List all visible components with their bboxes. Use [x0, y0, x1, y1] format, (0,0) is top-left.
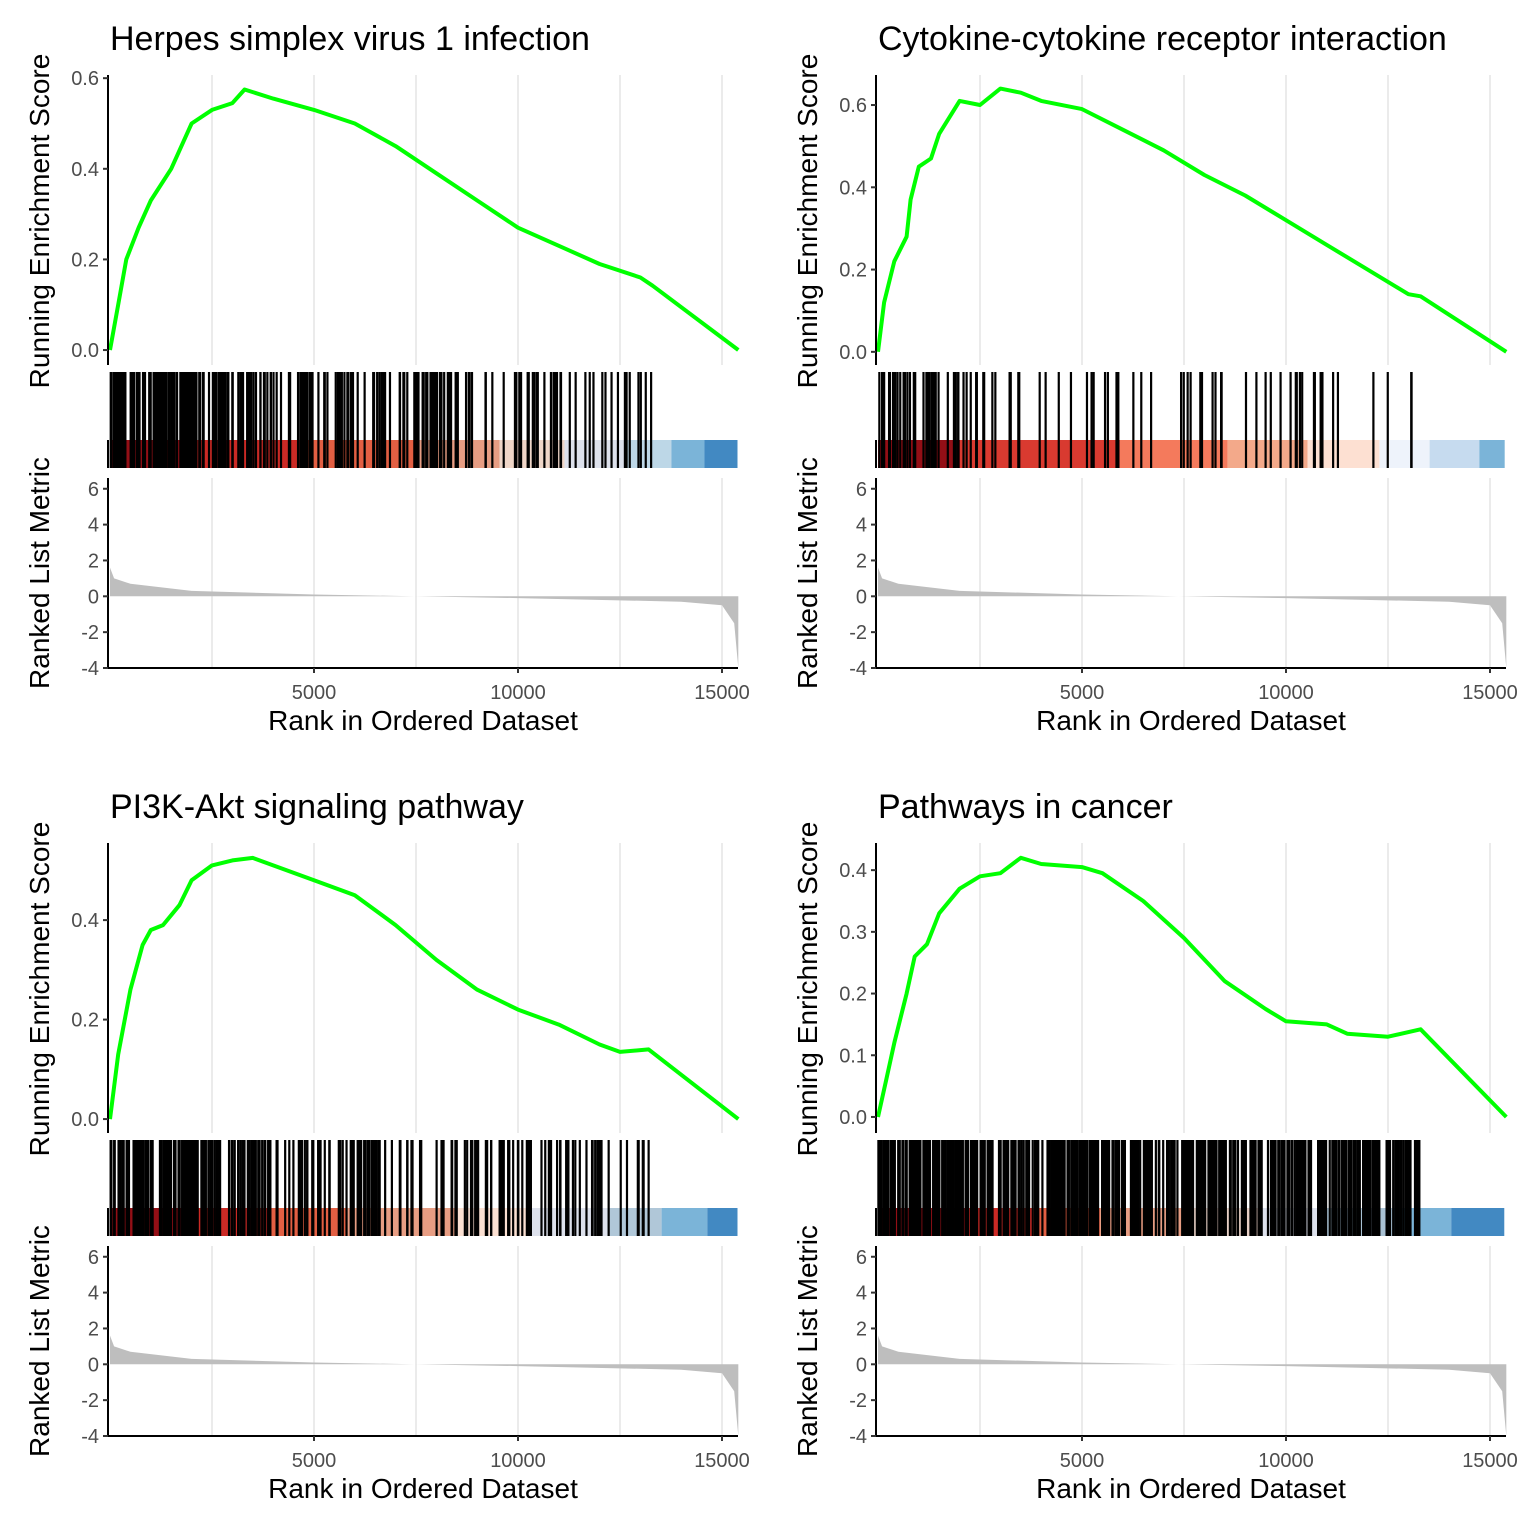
es-y-tick-label: 0.2: [839, 260, 867, 282]
gsea-plot: 0.0 0.1 0.2 0.3 0.4 -4 -2 0 2 4 6 5000 10000 15000: [839, 843, 1518, 1472]
metric-y-tick-label: 2: [88, 550, 99, 572]
gsea-plot: 0.0 0.2 0.4 -4 -2 0 2 4 6 5000 10000 15000: [71, 843, 750, 1472]
panel-title: Pathways in cancer: [878, 788, 1173, 826]
gsea-plot: 0.0 0.2 0.4 0.6 -4 -2 0 2 4 6 5000 10000 15000: [839, 75, 1518, 704]
ranked-metric-area: [878, 1335, 1507, 1436]
heatmap-band: [1429, 440, 1480, 468]
heatmap-band: [704, 440, 738, 468]
heatmap-band: [1119, 440, 1228, 468]
es-y-tick-label: 0.2: [839, 984, 867, 1006]
x-tick-label: 5000: [292, 682, 337, 704]
x-tick-label: 15000: [694, 682, 750, 704]
ranked-metric-area: [878, 567, 1507, 668]
x-tick-label: 5000: [1060, 682, 1105, 704]
gsea-panel-2: Cytokine-cytokine receptor interaction 0…: [768, 0, 1536, 768]
metric-y-tick-label: 6: [88, 479, 99, 501]
metric-y-tick-label: -2: [81, 622, 99, 644]
enrichment-score-line: [108, 87, 740, 352]
metric-y-tick-label: 0: [856, 586, 867, 608]
metric-y-tick-label: 2: [856, 1318, 867, 1340]
x-axis-label: Rank in Ordered Dataset: [268, 705, 578, 736]
gsea-panel-4: Pathways in cancer 0.0 0.1 0.2 0.3 0.4 -4 -2 0 2…: [768, 768, 1536, 1536]
es-y-tick-label: 0.0: [71, 1109, 99, 1131]
enrichment-score-line: [108, 855, 740, 1121]
gsea-panel-3: PI3K-Akt signaling pathway 0.0 0.2 0.4 -4 -2…: [0, 768, 768, 1536]
metric-ylabel: Ranked List Metric: [792, 1225, 823, 1457]
es-y-tick-label: 0.1: [839, 1045, 867, 1067]
x-tick-label: 10000: [490, 1450, 546, 1472]
x-axis-label: Rank in Ordered Dataset: [1036, 705, 1346, 736]
metric-y-tick-label: -2: [81, 1390, 99, 1412]
es-y-tick-label: 0.2: [71, 1010, 99, 1032]
panel-title: PI3K-Akt signaling pathway: [110, 788, 524, 826]
heatmap-band: [624, 440, 672, 468]
x-axis-label: Rank in Ordered Dataset: [268, 1473, 578, 1504]
x-tick-label: 15000: [1462, 682, 1518, 704]
metric-ylabel: Ranked List Metric: [24, 1225, 55, 1457]
es-y-tick-label: 0.4: [839, 860, 867, 882]
metric-y-tick-label: 2: [88, 1318, 99, 1340]
metric-y-tick-label: 0: [88, 586, 99, 608]
metric-y-tick-label: 4: [856, 1283, 867, 1305]
metric-y-tick-label: 6: [856, 1247, 867, 1269]
x-tick-label: 10000: [490, 682, 546, 704]
es-y-tick-label: 0.2: [71, 249, 99, 271]
es-ylabel: Running Enrichment Score: [24, 53, 55, 389]
es-y-tick-label: 0.0: [839, 342, 867, 364]
panel-title: Cytokine-cytokine receptor interaction: [878, 20, 1447, 58]
es-y-tick-label: 0.6: [839, 95, 867, 117]
es-y-tick-label: 0.6: [71, 68, 99, 90]
es-y-tick-label: 0.0: [71, 340, 99, 362]
metric-y-tick-label: -4: [849, 1426, 867, 1448]
x-tick-label: 10000: [1258, 682, 1314, 704]
es-y-tick-label: 0.4: [71, 159, 99, 181]
ranked-metric-area: [110, 1335, 739, 1436]
panel-title: Herpes simplex virus 1 infection: [110, 20, 590, 58]
enrichment-score-line: [876, 855, 1508, 1119]
metric-y-tick-label: -4: [81, 1426, 99, 1448]
x-tick-label: 15000: [694, 1450, 750, 1472]
metric-y-tick-label: 2: [856, 550, 867, 572]
gsea-panel-1: Herpes simplex virus 1 infection 0.0 0.2 0…: [0, 0, 768, 768]
heatmap-band: [1307, 440, 1380, 468]
es-y-tick-label: 0.0: [839, 1107, 867, 1129]
metric-ylabel: Ranked List Metric: [792, 457, 823, 689]
heatmap-band: [1479, 440, 1505, 468]
es-y-tick-label: 0.3: [839, 922, 867, 944]
heatmap-band: [671, 440, 705, 468]
metric-y-tick-label: 4: [88, 1283, 99, 1305]
es-ylabel: Running Enrichment Score: [792, 821, 823, 1157]
x-tick-label: 5000: [292, 1450, 337, 1472]
metric-y-tick-label: -2: [849, 622, 867, 644]
x-axis-label: Rank in Ordered Dataset: [1036, 1473, 1346, 1504]
metric-y-tick-label: -4: [849, 658, 867, 680]
es-ylabel: Running Enrichment Score: [24, 821, 55, 1157]
heatmap-band: [661, 1208, 708, 1236]
metric-ylabel: Ranked List Metric: [24, 457, 55, 689]
heatmap-band: [1227, 440, 1308, 468]
es-y-tick-label: 0.4: [839, 177, 867, 199]
metric-y-tick-label: 0: [856, 1354, 867, 1376]
x-tick-label: 5000: [1060, 1450, 1105, 1472]
metric-y-tick-label: -4: [81, 658, 99, 680]
heatmap-band: [878, 440, 961, 468]
es-ylabel: Running Enrichment Score: [792, 53, 823, 389]
metric-y-tick-label: 6: [856, 479, 867, 501]
metric-y-tick-label: -2: [849, 1390, 867, 1412]
metric-y-tick-label: 4: [856, 515, 867, 537]
x-tick-label: 10000: [1258, 1450, 1314, 1472]
metric-y-tick-label: 6: [88, 1247, 99, 1269]
heatmap-band: [1451, 1208, 1505, 1236]
ranked-metric-area: [110, 567, 739, 668]
heatmap-band: [607, 1208, 662, 1236]
es-y-tick-label: 0.4: [71, 910, 99, 932]
metric-y-tick-label: 0: [88, 1354, 99, 1376]
heatmap-band: [707, 1208, 738, 1236]
enrichment-score-line: [876, 86, 1508, 354]
metric-y-tick-label: 4: [88, 515, 99, 537]
gsea-plot: 0.0 0.2 0.4 0.6 -4 -2 0 2 4 6 5000 10000 15000: [71, 68, 750, 704]
x-tick-label: 15000: [1462, 1450, 1518, 1472]
